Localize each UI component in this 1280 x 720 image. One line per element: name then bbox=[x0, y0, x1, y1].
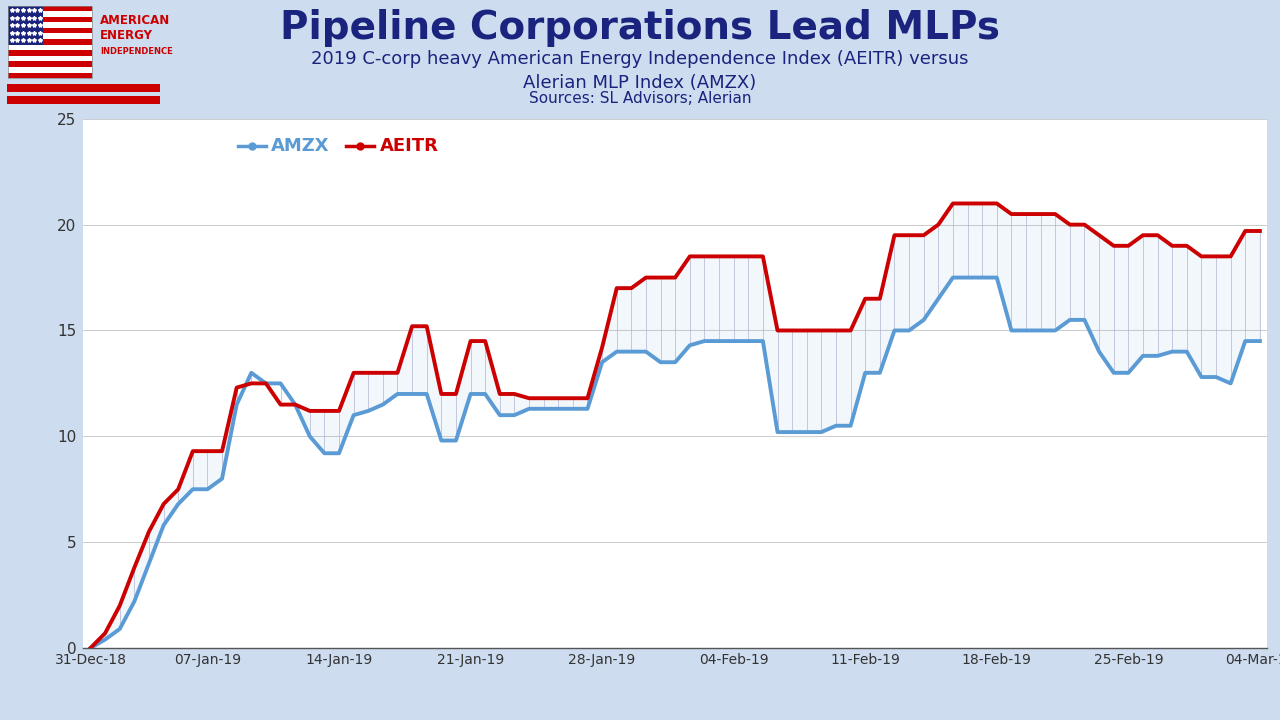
Bar bbox=[9, 45, 92, 50]
Bar bbox=[6, 84, 160, 91]
Bar bbox=[9, 50, 92, 55]
Bar bbox=[9, 6, 92, 78]
Bar bbox=[9, 39, 92, 45]
Bar bbox=[9, 6, 92, 11]
Text: INDEPENDENCE: INDEPENDENCE bbox=[100, 47, 173, 56]
Bar bbox=[9, 61, 92, 67]
Bar bbox=[9, 73, 92, 78]
Text: Sources: SL Advisors; Alerian: Sources: SL Advisors; Alerian bbox=[529, 91, 751, 106]
Bar bbox=[9, 22, 92, 28]
Bar bbox=[6, 96, 160, 104]
Bar bbox=[9, 6, 44, 45]
Bar bbox=[9, 55, 92, 61]
Bar bbox=[9, 17, 92, 22]
Legend: AMZX, AEITR: AMZX, AEITR bbox=[232, 131, 444, 160]
Bar bbox=[9, 28, 92, 33]
Bar bbox=[9, 67, 92, 73]
Bar bbox=[9, 11, 92, 17]
Text: 2019 C-corp heavy American Energy Independence Index (AEITR) versus
Alerian MLP : 2019 C-corp heavy American Energy Indepe… bbox=[311, 50, 969, 92]
Text: Pipeline Corporations Lead MLPs: Pipeline Corporations Lead MLPs bbox=[280, 9, 1000, 47]
Bar bbox=[9, 33, 92, 39]
Text: ENERGY: ENERGY bbox=[100, 30, 152, 42]
Text: AMERICAN: AMERICAN bbox=[100, 14, 170, 27]
